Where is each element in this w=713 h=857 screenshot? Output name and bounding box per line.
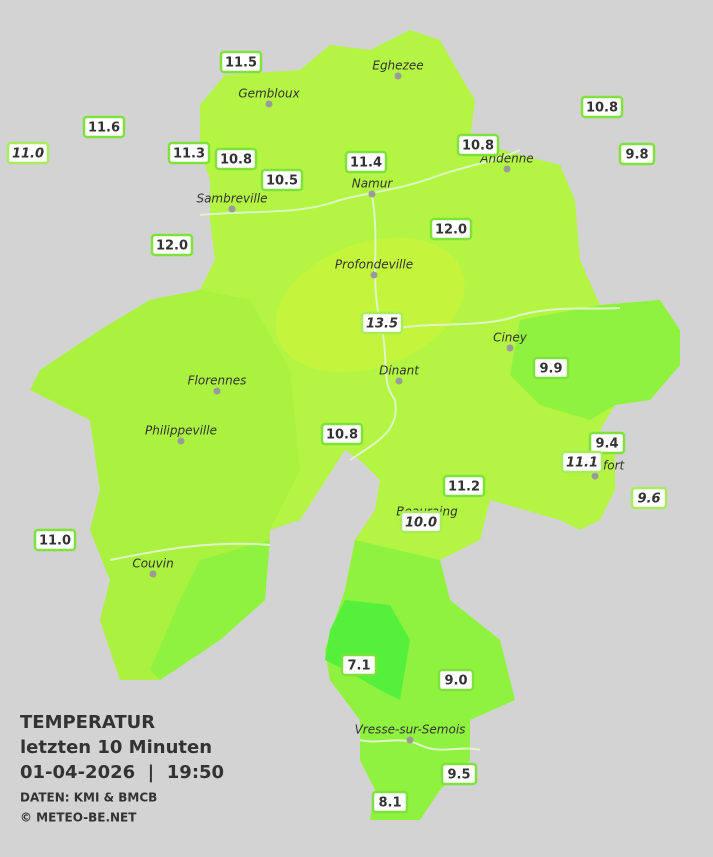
station-box bbox=[532, 356, 570, 380]
city-label: Ciney bbox=[493, 331, 528, 345]
station-box bbox=[6, 141, 50, 165]
station-box bbox=[82, 115, 126, 139]
station-box bbox=[344, 150, 388, 174]
station-box bbox=[214, 147, 258, 171]
city-label: Florennes bbox=[188, 374, 247, 388]
station-box bbox=[442, 474, 486, 498]
legend-datetime: 01-04-2026 | 19:50 bbox=[20, 762, 224, 783]
station-box bbox=[440, 762, 478, 786]
city-label: Eghezee bbox=[372, 59, 423, 73]
station-box bbox=[360, 311, 404, 335]
city-dot bbox=[591, 472, 599, 480]
station-box bbox=[219, 50, 263, 74]
city-label: Gembloux bbox=[238, 87, 300, 101]
city-label: Sambreville bbox=[196, 192, 267, 206]
station-temp: 10.0 bbox=[405, 516, 437, 531]
station-box bbox=[320, 422, 364, 446]
station-temp: 9.5 bbox=[447, 768, 470, 783]
station-temp: 11.2 bbox=[448, 480, 480, 495]
station-temp: 10.8 bbox=[462, 139, 494, 154]
legend-period: letzten 10 Minuten bbox=[20, 737, 212, 758]
station-box bbox=[260, 168, 304, 192]
station-temp: 11.0 bbox=[39, 534, 71, 549]
city-dot bbox=[368, 190, 376, 198]
station-temp: 10.5 bbox=[266, 174, 298, 189]
city-label: Profondeville bbox=[335, 258, 413, 272]
zone-east bbox=[510, 300, 680, 420]
station-box bbox=[429, 217, 473, 241]
city-dot bbox=[506, 344, 514, 352]
station-box bbox=[456, 133, 500, 157]
station-box bbox=[588, 431, 626, 455]
station-temp: 11.5 bbox=[225, 56, 257, 71]
station-temp: 9.9 bbox=[539, 362, 562, 377]
station-temp: 10.8 bbox=[326, 428, 358, 443]
city-label: Couvin bbox=[132, 557, 173, 571]
city-dot bbox=[213, 387, 221, 395]
city-label: Namur bbox=[352, 177, 394, 191]
zone-southwest bbox=[150, 540, 270, 680]
station-temp: 12.0 bbox=[156, 239, 188, 254]
legend-source: DATEN: KMI & BMCB bbox=[20, 791, 157, 805]
zone-warm bbox=[275, 237, 465, 373]
station-box bbox=[560, 450, 604, 474]
station-box bbox=[167, 141, 211, 165]
city-dot bbox=[265, 100, 273, 108]
station-temp: 11.1 bbox=[566, 456, 598, 471]
station-temp: 11.0 bbox=[12, 147, 44, 162]
city-dot bbox=[370, 271, 378, 279]
river-semois bbox=[359, 739, 481, 751]
station-box bbox=[437, 668, 475, 692]
station-box bbox=[150, 233, 194, 257]
station-temp: 13.5 bbox=[366, 317, 398, 332]
station-temp: 9.4 bbox=[595, 437, 618, 452]
city-dot bbox=[395, 377, 403, 385]
city-dot bbox=[394, 72, 402, 80]
city-label: Vresse-sur-Semois bbox=[355, 723, 466, 737]
station-temp: 9.8 bbox=[625, 148, 648, 163]
station-box bbox=[618, 142, 656, 166]
city-label: Dinant bbox=[379, 364, 420, 378]
station-temp: 12.0 bbox=[435, 223, 467, 238]
legend-copyright: © METEO-BE.NET bbox=[20, 811, 137, 825]
station-box bbox=[399, 510, 443, 534]
city-label: Philippeville bbox=[145, 424, 217, 438]
river-viroin bbox=[109, 542, 271, 561]
rivers bbox=[109, 149, 621, 751]
station-temp: 11.3 bbox=[173, 147, 205, 162]
station-temp: 8.1 bbox=[378, 796, 401, 811]
river-meuse bbox=[349, 194, 397, 461]
station-temp: 11.4 bbox=[350, 156, 382, 171]
river-sambre-meuse bbox=[199, 149, 521, 216]
station-temp: 11.6 bbox=[88, 121, 120, 136]
station-box bbox=[371, 790, 409, 814]
station-temp: 9.6 bbox=[637, 492, 660, 507]
city-dot bbox=[503, 165, 511, 173]
river-lesse bbox=[389, 307, 621, 331]
city-dot bbox=[228, 205, 236, 213]
city-dot bbox=[406, 736, 414, 744]
legend-title: TEMPERATUR bbox=[20, 712, 155, 733]
city-dot bbox=[149, 570, 157, 578]
station-temp: 9.0 bbox=[444, 674, 467, 689]
station-temp: 7.1 bbox=[347, 659, 370, 674]
station-temp: 10.8 bbox=[220, 153, 252, 168]
station-box bbox=[580, 95, 624, 119]
station-box bbox=[630, 486, 668, 510]
station-box bbox=[340, 653, 378, 677]
zone-cold bbox=[325, 600, 410, 700]
station-temp: 10.8 bbox=[586, 101, 618, 116]
city-dot bbox=[177, 437, 185, 445]
station-box bbox=[33, 528, 77, 552]
